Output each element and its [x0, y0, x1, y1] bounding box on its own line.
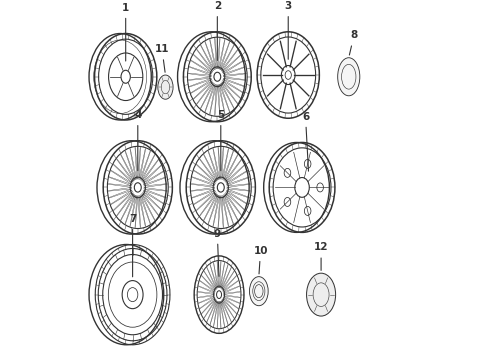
Text: 10: 10: [253, 246, 268, 274]
Ellipse shape: [249, 276, 268, 306]
Ellipse shape: [284, 198, 291, 206]
Ellipse shape: [214, 286, 224, 303]
Ellipse shape: [213, 177, 228, 198]
Ellipse shape: [281, 66, 295, 85]
Text: 8: 8: [349, 31, 358, 55]
Text: 11: 11: [155, 44, 169, 72]
Text: 3: 3: [285, 1, 292, 59]
Ellipse shape: [295, 177, 309, 197]
Text: 9: 9: [214, 229, 221, 276]
Text: 12: 12: [314, 242, 328, 270]
Ellipse shape: [338, 58, 360, 96]
Ellipse shape: [122, 280, 143, 309]
Ellipse shape: [284, 168, 291, 177]
Text: 5: 5: [217, 110, 224, 171]
Text: 4: 4: [134, 110, 142, 171]
Text: 2: 2: [214, 1, 221, 60]
Ellipse shape: [307, 273, 336, 316]
Ellipse shape: [158, 75, 173, 99]
Ellipse shape: [304, 206, 311, 215]
Ellipse shape: [317, 183, 323, 192]
Ellipse shape: [304, 159, 311, 168]
Ellipse shape: [130, 177, 146, 198]
Text: 6: 6: [302, 112, 309, 171]
Ellipse shape: [210, 67, 225, 87]
Text: 1: 1: [122, 3, 129, 61]
Text: 7: 7: [129, 214, 136, 277]
